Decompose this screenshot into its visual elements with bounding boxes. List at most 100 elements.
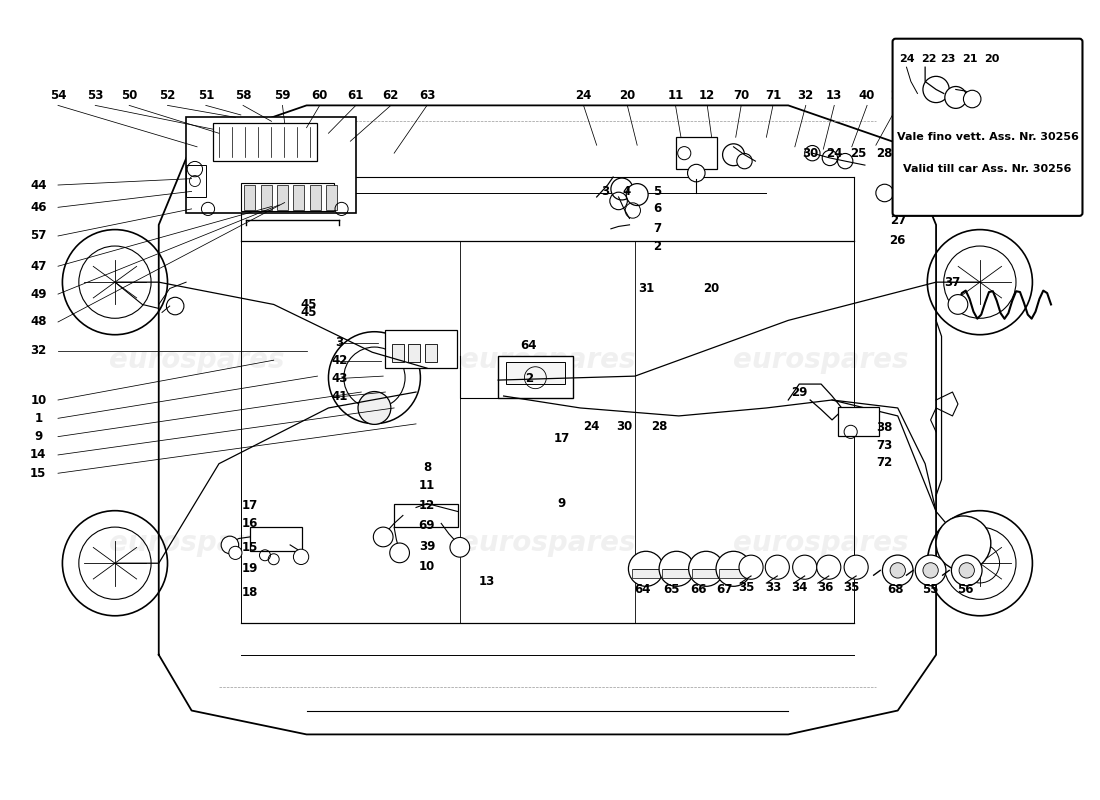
Text: 57: 57 [30, 230, 46, 242]
Text: 25: 25 [850, 146, 867, 160]
Text: eurospares: eurospares [734, 346, 909, 374]
Text: 58: 58 [234, 90, 251, 102]
Text: 42: 42 [331, 354, 348, 367]
Circle shape [166, 298, 184, 315]
Bar [392, 344, 404, 362]
Circle shape [221, 536, 239, 554]
Text: 15: 15 [30, 466, 46, 480]
Text: 51: 51 [198, 90, 214, 102]
Text: 61: 61 [348, 90, 364, 102]
Text: 36: 36 [817, 581, 834, 594]
Bar [294, 185, 305, 210]
Text: 40: 40 [859, 90, 876, 102]
Circle shape [689, 551, 724, 586]
Text: 64: 64 [635, 583, 651, 596]
Text: 2: 2 [652, 240, 661, 253]
Bar [186, 118, 355, 213]
Text: 9: 9 [34, 430, 43, 443]
Text: 48: 48 [30, 315, 46, 329]
Circle shape [628, 551, 663, 586]
Bar [631, 569, 660, 578]
Text: 24: 24 [826, 146, 843, 160]
Circle shape [626, 184, 648, 206]
Bar [408, 344, 420, 362]
Circle shape [229, 546, 242, 559]
Text: 3: 3 [602, 185, 609, 198]
Text: 35: 35 [738, 581, 755, 594]
Text: 9: 9 [558, 497, 565, 510]
Text: 5: 5 [652, 185, 661, 198]
Text: 8: 8 [422, 461, 431, 474]
Text: 38: 38 [877, 422, 893, 434]
Text: 12: 12 [700, 90, 715, 102]
Circle shape [936, 516, 991, 570]
Circle shape [844, 555, 868, 579]
Bar [394, 503, 458, 527]
Bar [186, 165, 206, 197]
Text: 17: 17 [242, 498, 257, 512]
Text: 10: 10 [419, 560, 436, 573]
Text: 71: 71 [764, 90, 781, 102]
Text: 45: 45 [300, 306, 317, 319]
Text: 20: 20 [619, 90, 636, 102]
Circle shape [945, 86, 967, 108]
Text: 24: 24 [899, 54, 914, 64]
Text: 63: 63 [419, 90, 436, 102]
Text: 67: 67 [716, 583, 733, 596]
Text: 11: 11 [419, 479, 436, 493]
Text: 30: 30 [616, 420, 632, 433]
Text: 52: 52 [160, 90, 176, 102]
Text: 7: 7 [652, 222, 661, 234]
Text: 2: 2 [525, 372, 532, 385]
Text: 11: 11 [668, 90, 683, 102]
Text: 14: 14 [30, 449, 46, 462]
Bar [692, 569, 720, 578]
Text: 1: 1 [34, 412, 43, 425]
Text: 16: 16 [241, 517, 257, 530]
Bar [498, 356, 573, 398]
Text: 10: 10 [30, 394, 46, 406]
Text: eurospares: eurospares [460, 530, 635, 558]
Text: 53: 53 [87, 90, 103, 102]
Bar [250, 527, 303, 551]
Text: eurospares: eurospares [109, 346, 285, 374]
Text: 70: 70 [733, 90, 749, 102]
Text: eurospares: eurospares [460, 346, 635, 374]
Text: 20: 20 [890, 90, 906, 102]
Text: 47: 47 [30, 260, 46, 273]
Circle shape [876, 184, 893, 202]
Circle shape [739, 555, 763, 579]
Text: 21: 21 [962, 54, 978, 64]
Text: 72: 72 [877, 457, 893, 470]
Circle shape [952, 555, 982, 586]
Circle shape [358, 391, 390, 424]
Text: eurospares: eurospares [109, 530, 285, 558]
Circle shape [716, 551, 751, 586]
Text: 59: 59 [274, 90, 290, 102]
Bar [327, 185, 338, 210]
Text: 20: 20 [704, 282, 719, 295]
Text: 13: 13 [826, 90, 843, 102]
Text: 31: 31 [921, 90, 936, 102]
Text: 3: 3 [336, 336, 343, 349]
Circle shape [964, 90, 981, 108]
Circle shape [915, 555, 946, 586]
Circle shape [737, 154, 752, 169]
Text: 41: 41 [331, 390, 348, 403]
Circle shape [688, 164, 705, 182]
Text: 43: 43 [331, 372, 348, 385]
Text: 22: 22 [921, 54, 936, 64]
Bar [261, 185, 272, 210]
Text: 35: 35 [844, 581, 860, 594]
Text: 24: 24 [583, 420, 600, 433]
Text: 55: 55 [922, 583, 938, 596]
Text: 19: 19 [241, 562, 257, 575]
Text: 37: 37 [945, 276, 960, 289]
Circle shape [882, 555, 913, 586]
Circle shape [805, 146, 820, 161]
Circle shape [923, 562, 938, 578]
Bar [244, 185, 255, 210]
Text: 6: 6 [652, 202, 661, 215]
Circle shape [959, 562, 975, 578]
Text: 69: 69 [419, 519, 436, 532]
